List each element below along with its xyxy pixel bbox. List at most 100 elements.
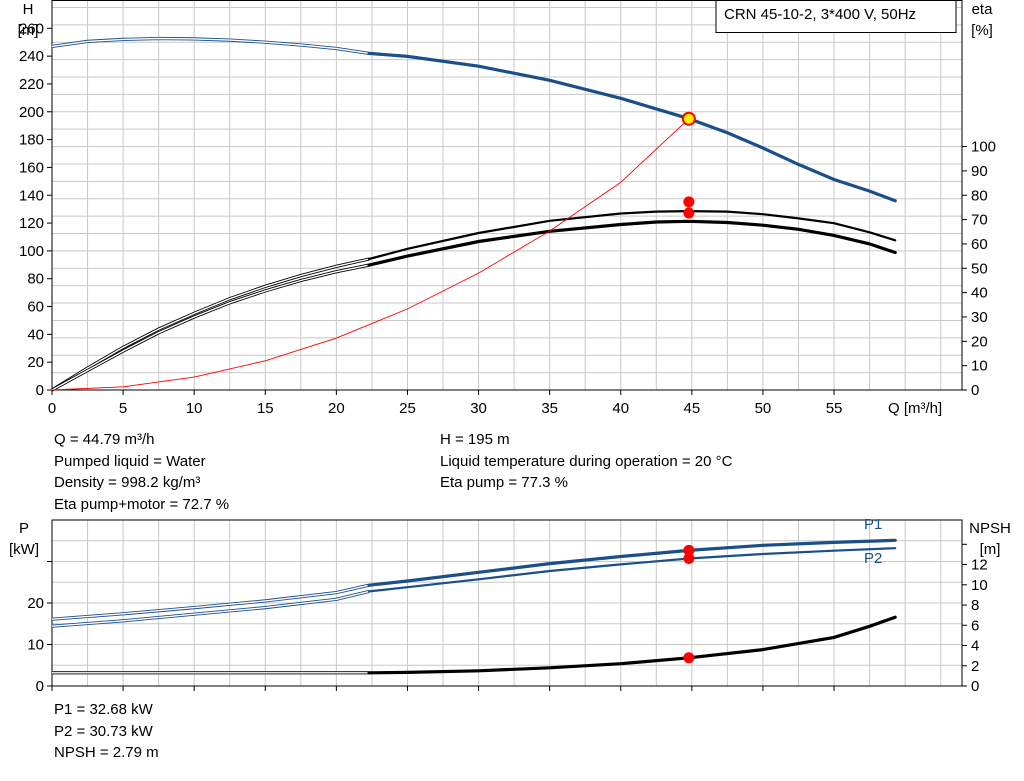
top-y-axis-label: H [23, 1, 34, 18]
top-y-tick-label: 60 [27, 299, 44, 316]
bottom-y2-tick-label: 10 [971, 577, 988, 594]
bottom-npsh-curve [367, 615, 897, 675]
top-y-tick-label: 80 [27, 271, 44, 288]
top-eta-pump-motor-curve [367, 219, 897, 267]
top-y-tick-label: 260 [19, 20, 44, 37]
top-y2-tick-label: 70 [971, 212, 988, 229]
top-y2-tick-label: 90 [971, 163, 988, 180]
legend-box-text: CRN 45-10-2, 3*400 V, 50Hz [724, 6, 916, 23]
bottom-chart-ticks: 0 10 20 0 2 4 6 8 10 12 [27, 543, 988, 695]
top-y2-tick-label: 10 [971, 358, 988, 375]
top-y-tick-label: 240 [19, 48, 44, 65]
x-tick-label: 50 [755, 400, 772, 417]
top-y-tick-label: 200 [19, 104, 44, 121]
top-y2-tick-label: 20 [971, 333, 988, 350]
info-bottom: P1 = 32.68 kW P2 = 30.73 kW NPSH = 2.79 … [54, 699, 159, 764]
top-operating-point-marker [683, 207, 695, 219]
x-tick-label: 0 [48, 400, 56, 417]
x-tick-label: 25 [399, 400, 416, 417]
info-pumped-liquid: Pumped liquid = Water [54, 452, 206, 470]
top-eta-pump-motor-curve-extension-core [51, 264, 370, 391]
info-eta-pump: Eta pump = 77.3 % [440, 474, 568, 491]
x-tick-label: 30 [470, 400, 487, 417]
top-y-tick-label: 20 [27, 354, 44, 371]
top-chart-grid [52, 0, 962, 390]
top-y-axis-unit: [m] [18, 22, 39, 39]
top-eta-pump-curve [368, 209, 897, 261]
info-p2: P2 = 30.73 kW [54, 722, 153, 740]
bottom-p1-curve-extension-core [51, 584, 370, 620]
bottom-y-tick-label: 20 [27, 595, 44, 612]
p2-series-label: P2 [864, 550, 882, 567]
top-y2-axis-unit: [%] [971, 22, 993, 39]
bottom-y-axis-label: P [19, 520, 29, 537]
bottom-chart-grid [52, 520, 962, 686]
bottom-p2-curve [368, 547, 897, 593]
top-eta-pump-motor-curve-extension [51, 263, 370, 392]
bottom-operating-point-marker [683, 544, 695, 556]
top-y2-tick-label: 30 [971, 309, 988, 326]
x-tick-label: 15 [257, 400, 274, 417]
top-h-curve-extension-core [51, 37, 370, 55]
x-tick-label: 20 [328, 400, 345, 417]
bottom-p1-curve [367, 538, 897, 587]
top-plot-frame [51, 0, 963, 391]
top-y-tick-label: 140 [19, 187, 44, 204]
bottom-y2-tick-label: 8 [971, 597, 979, 614]
info-top-right: H = 195 m Liquid temperature during oper… [440, 429, 732, 494]
info-npsh: NPSH = 2.79 m [54, 744, 159, 761]
info-eta-pump-motor: Eta pump+motor = 72.7 % [54, 495, 230, 513]
top-y-tick-label: 180 [19, 132, 44, 149]
info-flow: Q = 44.79 m³/h [54, 431, 155, 448]
top-y2-tick-label: 0 [971, 382, 979, 399]
bottom-y-axis-unit: [kW] [9, 541, 39, 558]
bottom-y2-tick-label: 2 [971, 658, 979, 675]
info-liquid-temperature: Liquid temperature during operation = 20… [440, 452, 733, 470]
bottom-y-tick-label: 10 [27, 637, 44, 654]
top-y2-axis-label: eta [972, 1, 994, 18]
bottom-y2-tick-label: 6 [971, 617, 979, 634]
top-y-tick-label: 100 [19, 243, 44, 260]
x-tick-label: 40 [612, 400, 629, 417]
bottom-y2-axis-label: NPSH [969, 520, 1011, 537]
top-chart-curves [51, 36, 897, 392]
top-y-tick-label: 220 [19, 76, 44, 93]
bottom-operating-points [683, 544, 695, 664]
bottom-p2-curve-extension [51, 589, 370, 628]
info-head: H = 195 m [440, 431, 510, 448]
bottom-y2-tick-label: 4 [971, 638, 979, 655]
top-y-tick-label: 120 [19, 215, 44, 232]
top-chart-ticks: 0204060801001201401601802002202402600102… [19, 20, 996, 417]
bottom-chart-curves [51, 538, 897, 675]
top-y2-tick-label: 50 [971, 260, 988, 277]
x-tick-label: 10 [186, 400, 203, 417]
bottom-y-tick-label: 0 [36, 678, 44, 695]
bottom-operating-point-marker [683, 652, 695, 664]
bottom-p2-curve-extension-core [51, 590, 370, 627]
x-axis-label: Q [m³/h] [888, 400, 942, 417]
top-y-tick-label: 160 [19, 159, 44, 176]
top-y2-tick-label: 40 [971, 285, 988, 302]
duty-point-marker [683, 113, 694, 124]
top-y-tick-label: 40 [27, 326, 44, 343]
top-system-curve [51, 118, 690, 391]
top-y-tick-label: 0 [36, 382, 44, 399]
info-p1: P1 = 32.68 kW [54, 701, 153, 718]
bottom-y2-tick-label: 12 [971, 557, 988, 574]
p1-series-label: P1 [864, 516, 882, 533]
info-density: Density = 998.2 kg/m³ [54, 474, 201, 491]
bottom-y2-axis-unit: [m] [980, 541, 1001, 558]
bottom-operating-point-marker [683, 552, 695, 564]
legend-box [715, 0, 957, 33]
top-eta-pump-curve-extension [51, 257, 370, 392]
bottom-y2-tick-label: 0 [971, 678, 979, 695]
x-tick-label: 55 [826, 400, 843, 417]
top-eta-pump-curve-extension-core [51, 258, 370, 391]
x-tick-label: 5 [119, 400, 127, 417]
top-operating-point-marker [683, 196, 695, 208]
top-y2-tick-label: 60 [971, 236, 988, 253]
top-y2-tick-label: 80 [971, 187, 988, 204]
x-tick-label: 35 [541, 400, 558, 417]
x-tick-label: 45 [684, 400, 701, 417]
